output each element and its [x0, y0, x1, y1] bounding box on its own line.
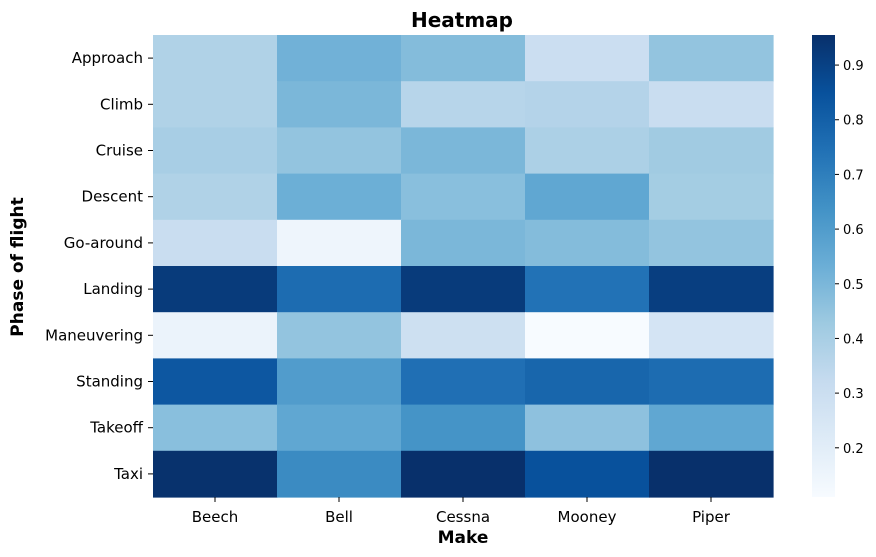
heatmap-cell: [401, 450, 526, 498]
x-tick-label: Bell: [325, 508, 353, 526]
heatmap-cell: [153, 127, 278, 175]
heatmap-cell: [525, 404, 650, 452]
y-tick-label: Climb: [100, 95, 143, 113]
heatmap-cell: [153, 266, 278, 313]
heatmap-cell: [649, 266, 774, 313]
heatmap-cell: [525, 127, 650, 175]
y-tick-label: Go-around: [64, 234, 143, 252]
x-axis-label: Make: [438, 528, 489, 548]
colorbar-tick-label: 0.9: [843, 59, 864, 74]
heatmap-cell: [153, 404, 278, 452]
heatmap-cell: [649, 219, 774, 267]
y-axis-label: Phase of flight: [8, 197, 28, 336]
heatmap-cells: [153, 35, 774, 498]
y-tick-label: Descent: [82, 188, 144, 206]
heatmap-cell: [153, 35, 278, 82]
heatmap-cell: [525, 35, 650, 82]
heatmap-cell: [649, 358, 774, 406]
x-tick-label: Cessna: [436, 508, 490, 526]
heatmap-cell: [277, 219, 402, 267]
heatmap-cell: [401, 312, 526, 359]
heatmap-cell: [153, 450, 278, 498]
heatmap-cell: [277, 450, 402, 498]
heatmap-cell: [525, 173, 650, 221]
heatmap-cell: [277, 127, 402, 175]
heatmap-cell: [277, 358, 402, 406]
heatmap-cell: [525, 358, 650, 406]
heatmap-cell: [401, 173, 526, 221]
heatmap-cell: [525, 81, 650, 128]
colorbar-bar: [812, 35, 835, 497]
colorbar-tick-label: 0.6: [843, 223, 864, 238]
heatmap-cell: [153, 173, 278, 221]
heatmap-cell: [525, 266, 650, 313]
heatmap-cell: [153, 358, 278, 406]
colorbar-tick-label: 0.3: [843, 387, 864, 402]
y-tick-label: Landing: [83, 280, 143, 298]
heatmap-cell: [153, 81, 278, 128]
chart-title: Heatmap: [411, 8, 513, 32]
heatmap-cell: [525, 450, 650, 498]
x-tick-label: Beech: [192, 508, 239, 526]
heatmap-cell: [649, 312, 774, 359]
colorbar: 0.2 0.3 0.4 0.5 0.6 0.7 0.8 0.9: [812, 35, 864, 497]
y-tick-label: Cruise: [96, 142, 143, 160]
y-tick-label: Maneuvering: [45, 326, 143, 344]
heatmap-cell: [401, 404, 526, 452]
heatmap-cell: [649, 81, 774, 128]
y-axis-ticks: Approach Climb Cruise Descent Go-around Landi…: [45, 49, 153, 483]
heatmap-cell: [401, 219, 526, 267]
x-tick-label: Piper: [692, 508, 731, 526]
heatmap-cell: [277, 312, 402, 359]
y-tick-label: Approach: [72, 49, 143, 67]
y-tick-label: Taxi: [113, 465, 143, 483]
colorbar-tick-label: 0.2: [843, 442, 864, 457]
heatmap-cell: [153, 312, 278, 359]
heatmap-cell: [649, 404, 774, 452]
x-axis-ticks: Beech Bell Cessna Mooney Piper: [192, 497, 731, 526]
y-tick-label: Standing: [76, 373, 143, 391]
heatmap-cell: [401, 81, 526, 128]
heatmap-cell: [277, 173, 402, 221]
heatmap-cell: [401, 127, 526, 175]
colorbar-tick-label: 0.7: [843, 168, 864, 183]
heatmap-cell: [277, 81, 402, 128]
colorbar-tick-label: 0.8: [843, 114, 864, 129]
heatmap-cell: [649, 35, 774, 82]
colorbar-tick-label: 0.5: [843, 278, 864, 293]
y-tick-label: Takeoff: [89, 419, 143, 437]
heatmap-cell: [277, 266, 402, 313]
heatmap-cell: [649, 450, 774, 498]
colorbar-tick-label: 0.4: [843, 332, 864, 347]
heatmap-cell: [649, 127, 774, 175]
heatmap-cell: [153, 219, 278, 267]
heatmap-cell: [401, 35, 526, 82]
heatmap-cell: [277, 404, 402, 452]
heatmap-cell: [525, 312, 650, 359]
heatmap-cell: [401, 358, 526, 406]
x-tick-label: Mooney: [558, 508, 617, 526]
heatmap-cell: [525, 219, 650, 267]
heatmap-cell: [649, 173, 774, 221]
heatmap-cell: [401, 266, 526, 313]
heatmap-cell: [277, 35, 402, 82]
